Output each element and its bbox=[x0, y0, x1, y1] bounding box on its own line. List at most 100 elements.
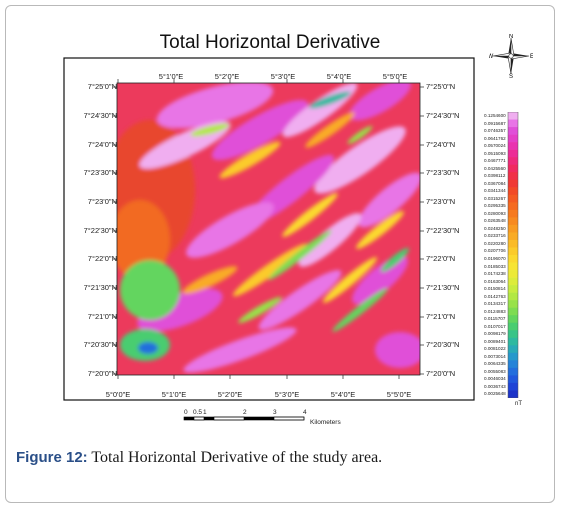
graticule-ticks bbox=[113, 79, 424, 379]
legend-value-7: 0.0425560 bbox=[484, 165, 506, 171]
lon-label-top-4: 5°5'0"E bbox=[382, 72, 408, 81]
north-arrow-compass-icon: N S E W bbox=[489, 34, 533, 78]
legend-value-25: 0.0134317 bbox=[484, 301, 506, 307]
legend-swatch-16 bbox=[508, 232, 518, 241]
legend-swatch-33 bbox=[508, 360, 518, 369]
map-title: Total Horizontal Derivative bbox=[159, 32, 381, 53]
legend-swatch-30 bbox=[508, 337, 518, 346]
legend-swatch-4 bbox=[508, 142, 518, 150]
legend-value-18: 0.0207706 bbox=[484, 248, 506, 254]
legend-unit: nT bbox=[515, 401, 523, 407]
scale-tick-1: 0.5 bbox=[193, 409, 203, 416]
color-legend bbox=[507, 112, 519, 398]
legend-swatch-14 bbox=[508, 217, 518, 226]
legend-value-20: 0.0185033 bbox=[484, 263, 506, 269]
legend-value-24: 0.0142763 bbox=[484, 293, 506, 299]
lon-label-bottom-0: 5°0'0"E bbox=[105, 390, 131, 399]
legend-value-8: 0.0398112 bbox=[484, 173, 506, 179]
compass-s: S bbox=[509, 74, 513, 78]
lat-label-right-8: 7°21'0"N bbox=[426, 312, 456, 321]
legend-swatch-5 bbox=[508, 149, 518, 158]
lat-label-right-5: 7°22'30"N bbox=[426, 226, 460, 235]
legend-swatch-29 bbox=[508, 330, 518, 339]
lat-label-left-2: 7°24'0"N bbox=[87, 140, 117, 149]
legend-swatch-20 bbox=[508, 262, 518, 271]
legend-value-21: 0.0174238 bbox=[484, 271, 506, 277]
lon-label-bottom-4: 5°4'0"E bbox=[330, 390, 356, 399]
legend-value-1: 0.0915687 bbox=[484, 120, 506, 126]
legend-value-19: 0.0196070 bbox=[484, 256, 506, 261]
legend-swatch-2 bbox=[508, 127, 518, 135]
map-neatline bbox=[63, 57, 475, 401]
legend-swatch-17 bbox=[508, 239, 518, 248]
legend-swatch-13 bbox=[508, 209, 518, 218]
legend-value-37: 0.0025648 bbox=[484, 391, 506, 397]
lat-label-left-6: 7°22'0"N bbox=[87, 254, 117, 263]
lat-label-left-7: 7°21'30"N bbox=[83, 283, 117, 292]
legend-value-16: 0.0233716 bbox=[484, 233, 506, 239]
legend-value-0: 0.1254600 bbox=[484, 113, 506, 118]
legend-swatch-12 bbox=[508, 202, 518, 211]
legend-value-3: 0.0641762 bbox=[484, 135, 506, 141]
lat-label-left-3: 7°23'30"N bbox=[83, 168, 117, 177]
lon-label-bottom-2: 5°2'0"E bbox=[217, 390, 243, 399]
legend-swatch-25 bbox=[508, 300, 518, 308]
lon-label-top-1: 5°2'0"E bbox=[214, 72, 240, 81]
lat-label-left-0: 7°25'0"N bbox=[87, 82, 117, 91]
lat-label-right-1: 7°24'30"N bbox=[426, 111, 460, 120]
legend-swatch-8 bbox=[508, 172, 518, 181]
legend-swatch-32 bbox=[508, 352, 518, 361]
scale-tick-0: 0 bbox=[184, 409, 188, 416]
lon-label-bottom-3: 5°3'0"E bbox=[274, 390, 300, 399]
legend-swatch-9 bbox=[508, 179, 518, 188]
legend-value-11: 0.0315267 bbox=[484, 195, 506, 201]
lat-label-left-10: 7°20'0"N bbox=[87, 369, 117, 378]
legend-value-9: 0.0367084 bbox=[484, 180, 506, 186]
legend-value-12: 0.0295335 bbox=[484, 203, 506, 209]
legend-swatch-36 bbox=[508, 382, 518, 391]
lon-label-top-2: 5°3'0"E bbox=[270, 72, 296, 81]
legend-swatch-34 bbox=[508, 367, 518, 376]
caption-label: Figure 12: bbox=[16, 449, 88, 466]
legend-swatch-10 bbox=[508, 187, 518, 196]
legend-swatch-15 bbox=[508, 224, 518, 233]
lon-label-bottom-5: 5°5'0"E bbox=[386, 390, 412, 399]
compass-w: W bbox=[489, 54, 494, 60]
lat-label-right-10: 7°20'0"N bbox=[426, 369, 456, 378]
legend-value-26: 0.0124883 bbox=[484, 308, 506, 314]
legend-value-15: 0.0248250 bbox=[484, 225, 506, 231]
legend-swatch-19 bbox=[508, 255, 518, 263]
scale-tick-4: 3 bbox=[273, 409, 277, 416]
legend-swatch-18 bbox=[508, 247, 518, 256]
legend-swatch-22 bbox=[508, 277, 518, 286]
legend-swatch-31 bbox=[508, 345, 518, 354]
legend-value-30: 0.0089401 bbox=[484, 338, 506, 344]
scale-tick-3: 2 bbox=[243, 409, 247, 416]
legend-swatch-3 bbox=[508, 134, 518, 143]
figure-caption: Figure 12: Total Horizontal Derivative o… bbox=[16, 449, 382, 467]
legend-value-6: 0.0467771 bbox=[484, 158, 506, 164]
legend-value-35: 0.0046034 bbox=[484, 376, 506, 382]
lon-label-bottom-1: 5°1'0"E bbox=[161, 390, 187, 399]
legend-value-34: 0.0055083 bbox=[484, 368, 506, 374]
legend-value-4: 0.0570024 bbox=[484, 143, 506, 149]
legend-value-17: 0.0220280 bbox=[484, 240, 506, 246]
raster-field bbox=[117, 83, 420, 375]
compass-e: E bbox=[530, 54, 533, 60]
lat-label-left-8: 7°21'0"N bbox=[87, 312, 117, 321]
legend-swatch-28 bbox=[508, 322, 518, 331]
lat-label-right-3: 7°23'30"N bbox=[426, 168, 460, 177]
legend-swatch-0 bbox=[508, 112, 518, 120]
legend-swatch-1 bbox=[508, 119, 518, 128]
compass-n: N bbox=[509, 34, 513, 40]
scale-tick-5: 4 bbox=[303, 409, 307, 416]
legend-value-28: 0.0107017 bbox=[484, 323, 506, 329]
legend-value-23: 0.0150814 bbox=[484, 286, 506, 292]
lat-label-right-4: 7°23'0"N bbox=[426, 197, 456, 206]
lat-label-right-9: 7°20'30"N bbox=[426, 340, 460, 349]
scale-bar bbox=[183, 416, 305, 421]
legend-swatch-11 bbox=[508, 194, 518, 203]
lat-label-left-9: 7°20'30"N bbox=[83, 340, 117, 349]
legend-swatch-37 bbox=[508, 390, 518, 398]
legend-swatch-6 bbox=[508, 157, 518, 165]
